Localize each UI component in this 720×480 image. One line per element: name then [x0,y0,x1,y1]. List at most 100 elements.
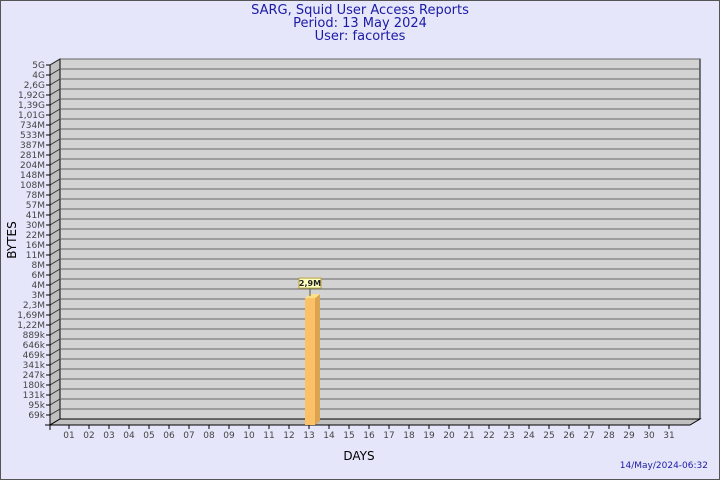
y-tick-label: 646k [23,341,46,351]
x-tick-label: 23 [503,431,514,441]
grid-depth-line [49,308,61,316]
y-tick-label: 889k [23,331,46,341]
y-tick-label: 8M [32,261,46,271]
grid-depth-line [49,68,61,76]
grid-depth-line [49,58,61,66]
x-tick-label: 13 [303,431,314,441]
grid-depth-line [49,378,61,386]
grid-depth-line [49,318,61,326]
y-tick-label: 281M [20,151,45,161]
grid-depth-line [49,208,61,216]
x-tick-label: 19 [423,431,435,441]
chart-title: SARG, Squid User Access Reports [251,3,469,18]
grid-depth-line [49,138,61,146]
grid-depth-line [49,178,61,186]
grid-depth-line [49,238,61,246]
x-tick-label: 24 [523,431,535,441]
x-tick-label: 18 [403,431,415,441]
data-label: 2,9M [299,279,321,288]
x-tick-label: 10 [243,431,255,441]
x-tick-label: 20 [443,431,455,441]
data-label-box [298,277,322,289]
x-tick-label: 27 [583,431,594,441]
grid-depth-line [49,398,61,406]
grid-depth-line [49,268,61,276]
grid-depth-line [49,278,61,286]
grid-depth-line [49,218,61,226]
y-tick-label: 341k [23,361,46,371]
plot-floor [48,418,702,426]
y-tick-label: 5G [32,61,45,71]
bar-top [305,294,320,299]
x-tick-label: 11 [263,431,274,441]
y-tick-label: 22M [26,231,45,241]
grid-depth-line [49,328,61,336]
y-tick-label: 180k [23,381,46,391]
x-tick-label: 05 [143,431,154,441]
y-tick-label: 2,3M [23,301,45,311]
y-tick-label: 734M [20,121,45,131]
x-tick-label: 07 [183,431,194,441]
y-tick-label: 387M [20,141,45,151]
grid-depth-line [49,258,61,266]
x-tick-label: 29 [623,431,635,441]
bar-side [315,294,320,425]
y-tick-label: 30M [26,221,45,231]
x-tick-label: 28 [603,431,615,441]
x-tick-label: 31 [663,431,674,441]
x-tick-label: 06 [163,431,175,441]
x-tick-label: 01 [63,431,74,441]
grid-depth-line [49,128,61,136]
y-tick-label: 4G [32,71,45,81]
y-tick-label: 4M [32,281,46,291]
grid-depth-line [49,248,61,256]
x-tick-label: 26 [563,431,575,441]
grid-depth-line [49,348,61,356]
x-tick-label: 25 [543,431,554,441]
y-tick-label: 57M [26,201,45,211]
y-tick-label: 3M [32,291,46,301]
y-tick-label: 247k [23,371,46,381]
y-tick-label: 148M [20,171,45,181]
x-tick-label: 04 [123,431,135,441]
x-tick-label: 08 [203,431,215,441]
y-tick-label: 469k [23,351,46,361]
grid-depth-line [49,198,61,206]
x-tick-label: 16 [363,431,375,441]
grid-depth-line [49,228,61,236]
chart-period: Period: 13 May 2024 [293,16,427,31]
grid-depth-line [49,78,61,86]
y-tick-label: 6M [32,271,46,281]
x-axis-title: DAYS [343,449,374,463]
bar-day-13 [305,298,315,425]
y-tick-label: 1,22M [17,321,45,331]
x-tick-label: 30 [643,431,655,441]
grid-depth-line [49,168,61,176]
grid-depth-line [49,108,61,116]
y-tick-label: 69k [28,411,45,421]
y-tick-label: 1,69M [17,311,45,321]
grid-depth-line [49,298,61,306]
y-tick-label: 204M [20,161,45,171]
grid-depth-line [49,388,61,396]
y-tick-label: 1,92G [18,91,45,101]
grid-depth-line [49,148,61,156]
grid-depth-line [49,408,61,416]
y-tick-label: 533M [20,131,45,141]
x-tick-label: 03 [103,431,114,441]
grid-depth-line [49,288,61,296]
grid-depth-line [49,158,61,166]
y-tick-label: 16M [26,241,45,251]
grid-depth-line [49,338,61,346]
grid-depth-line [49,368,61,376]
x-tick-label: 12 [283,431,294,441]
y-tick-label: 1,01G [18,111,45,121]
x-tick-label: 15 [343,431,354,441]
y-tick-label: 11M [26,251,45,261]
grid-depth-line [49,118,61,126]
x-tick-label: 21 [463,431,474,441]
timestamp: 14/May/2024-06:32 [619,461,708,471]
y-tick-label: 41M [26,211,45,221]
y-tick-label: 2,6G [24,81,45,91]
